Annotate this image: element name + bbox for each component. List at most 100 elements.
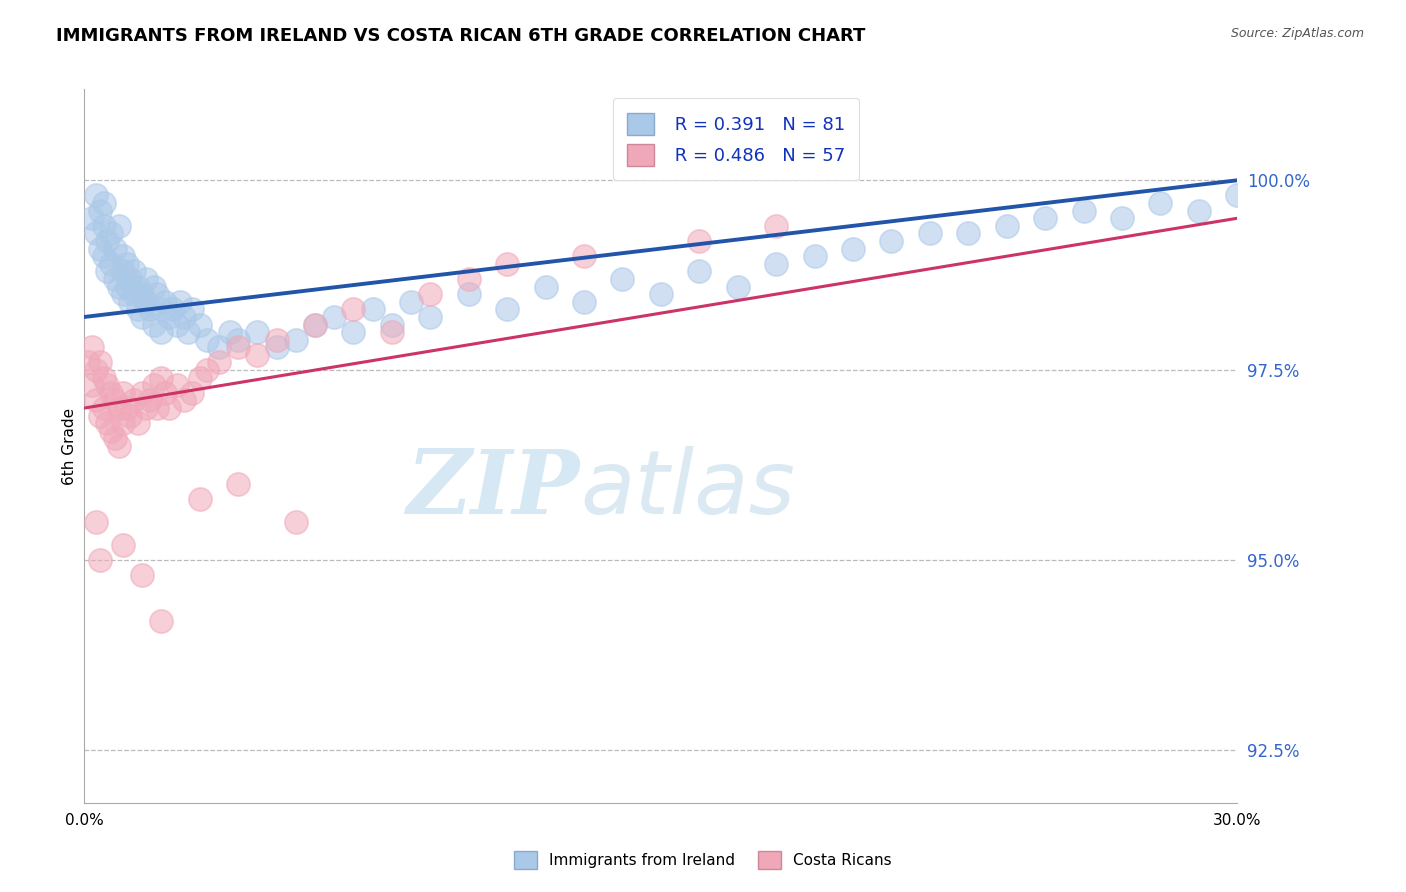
Point xyxy=(104,393,127,408)
Point xyxy=(84,363,107,377)
Point xyxy=(142,279,165,293)
Point xyxy=(1111,211,1133,226)
Point xyxy=(96,416,118,430)
Point xyxy=(1149,196,1171,211)
Point xyxy=(166,378,188,392)
Point xyxy=(342,325,364,339)
Point xyxy=(457,272,479,286)
Point xyxy=(304,318,326,332)
Point xyxy=(195,363,218,377)
Point xyxy=(419,310,441,324)
Point xyxy=(77,355,100,369)
Point xyxy=(142,318,165,332)
Point xyxy=(266,333,288,347)
Point xyxy=(266,340,288,354)
Point xyxy=(157,310,180,324)
Point xyxy=(188,492,211,507)
Point xyxy=(111,538,134,552)
Point xyxy=(104,272,127,286)
Point xyxy=(803,249,825,263)
Point xyxy=(612,272,634,286)
Point xyxy=(89,242,111,256)
Point xyxy=(96,264,118,278)
Point xyxy=(131,287,153,301)
Point xyxy=(457,287,479,301)
Point xyxy=(419,287,441,301)
Point xyxy=(361,302,384,317)
Point xyxy=(124,264,146,278)
Point xyxy=(195,333,218,347)
Point xyxy=(108,401,131,415)
Point xyxy=(177,325,200,339)
Point xyxy=(138,302,160,317)
Point xyxy=(80,211,103,226)
Point xyxy=(765,219,787,233)
Point xyxy=(100,227,122,241)
Point xyxy=(995,219,1018,233)
Point xyxy=(146,287,169,301)
Point xyxy=(150,614,173,628)
Point xyxy=(1188,203,1211,218)
Point xyxy=(226,340,249,354)
Text: atlas: atlas xyxy=(581,446,794,532)
Point xyxy=(124,393,146,408)
Point xyxy=(131,310,153,324)
Point xyxy=(572,294,595,309)
Point xyxy=(342,302,364,317)
Point xyxy=(89,203,111,218)
Point xyxy=(84,515,107,529)
Point xyxy=(188,318,211,332)
Point xyxy=(765,257,787,271)
Point xyxy=(89,409,111,423)
Point xyxy=(219,325,242,339)
Text: ZIP: ZIP xyxy=(406,446,581,532)
Point xyxy=(496,257,519,271)
Point xyxy=(84,393,107,408)
Point xyxy=(80,340,103,354)
Legend:  R = 0.391   N = 81,  R = 0.486   N = 57: R = 0.391 N = 81, R = 0.486 N = 57 xyxy=(613,98,859,180)
Point xyxy=(96,378,118,392)
Point xyxy=(323,310,346,324)
Point xyxy=(93,401,115,415)
Point xyxy=(93,196,115,211)
Point xyxy=(111,416,134,430)
Point xyxy=(124,287,146,301)
Point xyxy=(111,249,134,263)
Point xyxy=(135,272,157,286)
Point xyxy=(150,302,173,317)
Point xyxy=(93,249,115,263)
Point xyxy=(104,431,127,445)
Point xyxy=(111,264,134,278)
Point xyxy=(208,340,231,354)
Point xyxy=(162,302,184,317)
Point xyxy=(226,333,249,347)
Point xyxy=(142,378,165,392)
Point xyxy=(399,294,422,309)
Point xyxy=(688,264,710,278)
Point xyxy=(127,416,149,430)
Point xyxy=(173,393,195,408)
Point xyxy=(181,385,204,400)
Point xyxy=(120,409,142,423)
Point xyxy=(173,310,195,324)
Point xyxy=(284,333,307,347)
Point xyxy=(842,242,865,256)
Point xyxy=(246,348,269,362)
Point xyxy=(153,294,176,309)
Point xyxy=(111,385,134,400)
Point xyxy=(304,318,326,332)
Point xyxy=(1226,188,1249,202)
Point xyxy=(1033,211,1056,226)
Point xyxy=(104,242,127,256)
Point xyxy=(115,279,138,293)
Point xyxy=(496,302,519,317)
Point xyxy=(181,302,204,317)
Point xyxy=(84,188,107,202)
Point xyxy=(93,219,115,233)
Point xyxy=(115,257,138,271)
Point xyxy=(650,287,672,301)
Point xyxy=(120,272,142,286)
Point xyxy=(96,234,118,248)
Point xyxy=(727,279,749,293)
Point xyxy=(381,318,404,332)
